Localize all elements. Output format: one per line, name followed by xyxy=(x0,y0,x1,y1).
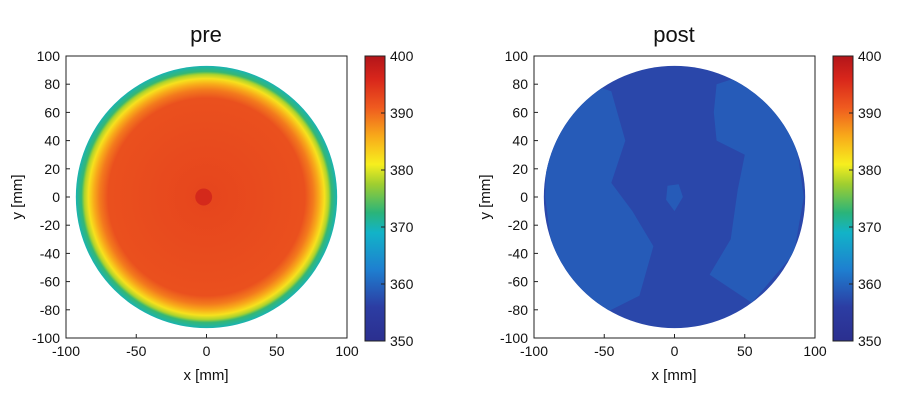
y-tick-label: 80 xyxy=(44,76,60,92)
pre-x-ticks: -100 -50 0 50 100 xyxy=(52,334,359,359)
wafer-region xyxy=(666,184,683,212)
colorbar-tick-label: 350 xyxy=(390,333,414,349)
x-tick-label: 0 xyxy=(203,343,211,359)
post-y-ticks: 100 80 60 40 20 0 -20 -40 -60 -80 -100 xyxy=(500,48,538,346)
y-tick-label: -40 xyxy=(508,245,528,261)
pre-colorbar xyxy=(364,55,386,342)
y-tick-label: 100 xyxy=(505,48,529,64)
post-colorbar-ticks: 400 390 380 370 360 350 xyxy=(849,48,882,349)
pre-title: pre xyxy=(190,22,222,47)
wafer-region xyxy=(545,84,654,317)
x-tick-label: -100 xyxy=(520,343,548,359)
colorbar-tick-label: 360 xyxy=(390,276,414,292)
pre-x-label: x [mm] xyxy=(184,367,229,384)
y-tick-label: -80 xyxy=(508,302,528,318)
y-tick-label: -80 xyxy=(40,302,60,318)
colorbar-tick-label: 380 xyxy=(858,162,882,178)
colorbar-tick-label: 350 xyxy=(858,333,882,349)
y-tick-label: 20 xyxy=(44,161,60,177)
y-tick-label: 60 xyxy=(44,104,60,120)
colorbar-tick-label: 370 xyxy=(390,219,414,235)
y-tick-label: -100 xyxy=(32,330,60,346)
hot-spot xyxy=(195,188,213,206)
colorbar-tick-label: 390 xyxy=(858,105,882,121)
y-tick-label: -20 xyxy=(40,217,60,233)
y-tick-label: 0 xyxy=(520,189,528,205)
x-tick-label: -100 xyxy=(52,343,80,359)
y-tick-label: -60 xyxy=(40,274,60,290)
post-colorbar xyxy=(832,55,854,342)
pre-colorbar-ticks: 400 390 380 370 360 350 xyxy=(381,48,414,349)
x-tick-label: -50 xyxy=(126,343,146,359)
y-tick-label: 40 xyxy=(512,133,528,149)
post-x-label: x [mm] xyxy=(652,367,697,384)
colorbar-tick-label: 380 xyxy=(390,162,414,178)
colorbar-tick-label: 360 xyxy=(858,276,882,292)
post-y-label: y [mm] xyxy=(477,175,494,220)
x-tick-label: -50 xyxy=(594,343,614,359)
x-tick-label: 100 xyxy=(803,343,827,359)
x-tick-label: 50 xyxy=(737,343,753,359)
pre-y-label: y [mm] xyxy=(9,175,26,220)
x-tick-label: 50 xyxy=(269,343,285,359)
pre-wafer-map xyxy=(75,65,338,329)
colorbar-tick-label: 370 xyxy=(858,219,882,235)
y-tick-label: -60 xyxy=(508,274,528,290)
pre-panel: pre -100 -50 0 50 100 100 80 60 40 20 0 -20 -40 -60 -… xyxy=(9,22,414,384)
wafer-regions xyxy=(545,72,804,317)
y-tick-label: -100 xyxy=(500,330,528,346)
post-x-ticks: -100 -50 0 50 100 xyxy=(520,334,827,359)
colorbar-tick-label: 390 xyxy=(390,105,414,121)
post-panel: post -100 -50 0 50 100 100 80 60 40 20 0 -20 -40 -60… xyxy=(477,22,882,384)
post-wafer-map xyxy=(543,65,806,329)
post-title: post xyxy=(653,22,695,47)
y-tick-label: 40 xyxy=(44,133,60,149)
y-tick-label: -40 xyxy=(40,245,60,261)
pre-y-ticks: 100 80 60 40 20 0 -20 -40 -60 -80 -100 xyxy=(32,48,70,346)
y-tick-label: 80 xyxy=(512,76,528,92)
colorbar-tick-label: 400 xyxy=(390,48,414,64)
x-tick-label: 0 xyxy=(671,343,679,359)
y-tick-label: 100 xyxy=(37,48,61,64)
y-tick-label: 20 xyxy=(512,161,528,177)
x-tick-label: 100 xyxy=(335,343,359,359)
y-tick-label: 60 xyxy=(512,104,528,120)
wafer-region xyxy=(709,72,804,303)
y-tick-label: -20 xyxy=(508,217,528,233)
y-tick-label: 0 xyxy=(52,189,60,205)
colorbar-tick-label: 400 xyxy=(858,48,882,64)
